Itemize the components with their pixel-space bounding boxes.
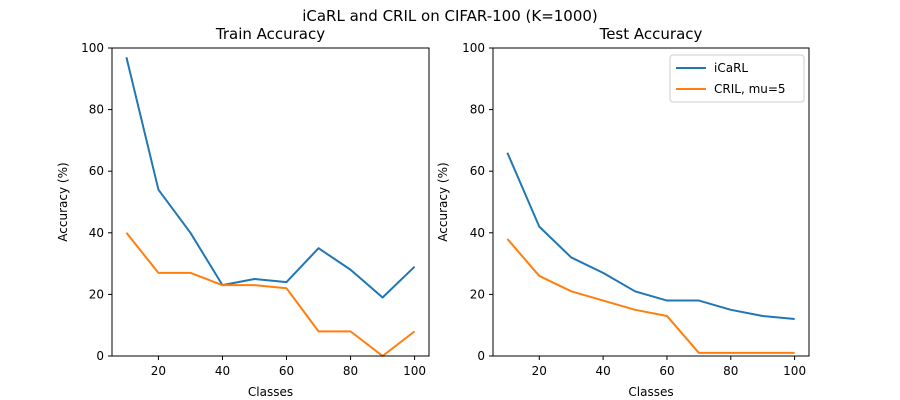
test-y-tick-label: 80 — [470, 103, 485, 117]
test-y-tick-label: 60 — [470, 164, 485, 178]
test-y-tick-label: 100 — [462, 41, 485, 55]
test-x-tick-label: 20 — [532, 364, 547, 378]
figure-suptitle: iCaRL and CRIL on CIFAR-100 (K=1000) — [302, 7, 598, 25]
test-y-tick-label: 20 — [470, 287, 485, 301]
train-y-axis-label: Accuracy (%) — [56, 162, 70, 241]
train-x-axis-label: Classes — [248, 385, 293, 399]
train-accuracy-panel: Train Accuracy Classes Accuracy (%) 20 40… — [56, 25, 430, 399]
test-series-icarl-line — [506, 152, 795, 321]
legend-label-icarl: iCaRL — [714, 61, 748, 75]
legend: iCaRL CRIL, mu=5 — [669, 54, 805, 103]
train-y-tick-label: 20 — [89, 287, 104, 301]
train-x-tick-label: 60 — [279, 364, 294, 378]
train-y-tick-label: 0 — [96, 349, 104, 363]
train-x-tick-label: 20 — [151, 364, 166, 378]
train-x-tick-label: 100 — [403, 364, 426, 378]
test-y-tick-label: 0 — [477, 349, 485, 363]
test-x-tick-label: 80 — [723, 364, 738, 378]
test-accuracy-panel: Test Accuracy Classes Accuracy (%) 20 40 6… — [436, 25, 810, 399]
test-y-tick-label: 40 — [470, 226, 485, 240]
train-series-icarl-line — [125, 57, 416, 299]
legend-frame — [669, 54, 805, 103]
train-y-tick-label: 100 — [81, 41, 104, 55]
test-x-tick-label: 60 — [659, 364, 674, 378]
legend-label-cril: CRIL, mu=5 — [714, 82, 786, 96]
test-x-axis-label: Classes — [628, 385, 673, 399]
test-series-cril-line — [506, 238, 795, 354]
train-axes-frame — [111, 47, 430, 357]
test-x-tick-label: 40 — [595, 364, 610, 378]
train-y-tick-label: 40 — [89, 226, 104, 240]
train-y-tick-label: 60 — [89, 164, 104, 178]
test-panel-title: Test Accuracy — [599, 25, 703, 43]
train-x-tick-label: 80 — [343, 364, 358, 378]
train-panel-title: Train Accuracy — [215, 25, 325, 43]
train-series-cril-line — [125, 232, 416, 357]
test-axes-frame — [492, 47, 810, 357]
train-y-tick-label: 80 — [89, 103, 104, 117]
test-x-tick-label: 100 — [783, 364, 806, 378]
train-x-tick-label: 40 — [215, 364, 230, 378]
test-y-axis-label: Accuracy (%) — [436, 162, 450, 241]
